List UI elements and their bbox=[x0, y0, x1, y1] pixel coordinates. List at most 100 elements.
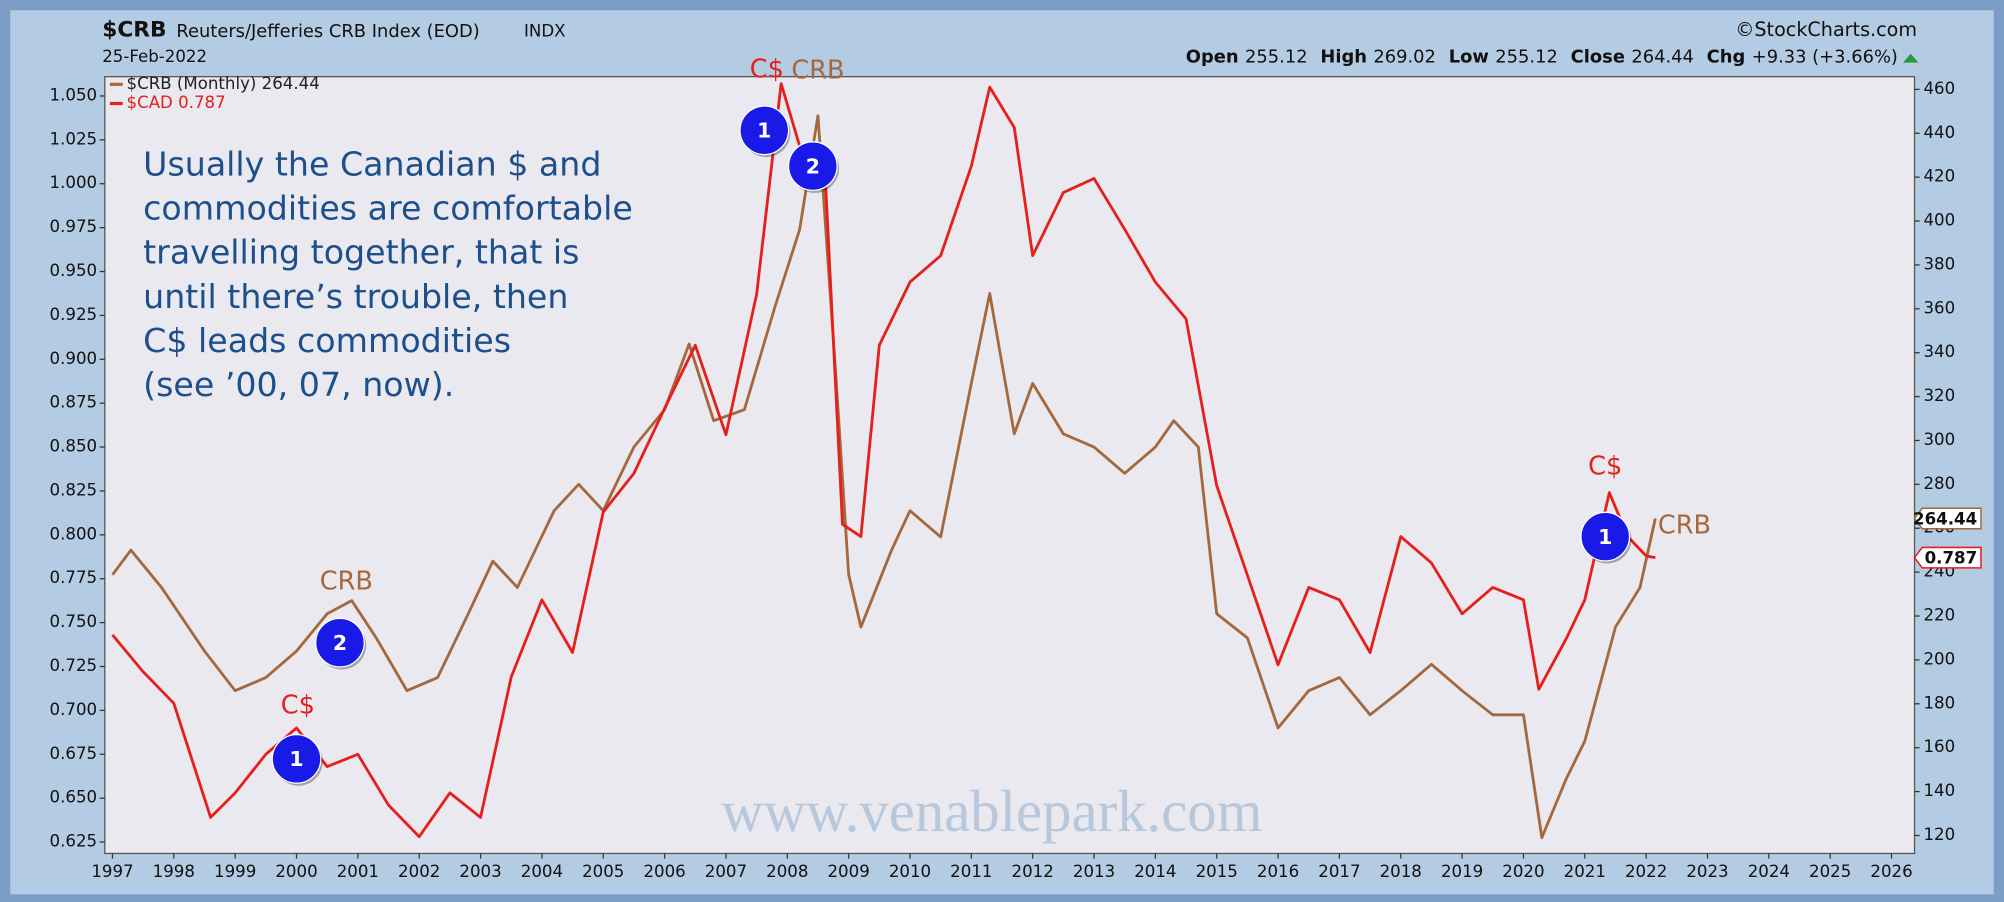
marker-label: 1 bbox=[757, 119, 771, 143]
series-line bbox=[111, 114, 1657, 840]
y2-tick-label: 380 bbox=[1923, 254, 1955, 273]
y-tick-label: 0.900 bbox=[50, 349, 98, 368]
y2-tick-label: 320 bbox=[1923, 386, 1955, 405]
y-tick-label: 0.850 bbox=[50, 437, 98, 456]
x-tick-label: 2009 bbox=[827, 862, 869, 881]
x-tick-label: 2005 bbox=[582, 862, 624, 881]
quote-label: Chg bbox=[1707, 46, 1746, 67]
y-tick-label: 0.725 bbox=[50, 656, 98, 675]
y2-tick-label: 220 bbox=[1923, 606, 1955, 625]
quote-value: +9.33 (+3.66%) bbox=[1752, 46, 1898, 67]
y-tick-label: 0.675 bbox=[50, 744, 98, 763]
annotation-label: CRB bbox=[1658, 510, 1711, 540]
date: 25-Feb-2022 bbox=[102, 47, 207, 66]
x-tick-label: 2010 bbox=[889, 862, 931, 881]
quote-label: Open bbox=[1186, 46, 1239, 67]
y-tick-label: 0.925 bbox=[50, 305, 98, 324]
x-tick-label: 2000 bbox=[275, 862, 317, 881]
note-line: C$ leads commodities bbox=[143, 321, 511, 360]
marker-label: 1 bbox=[1598, 525, 1612, 549]
y-tick-label: 1.050 bbox=[50, 85, 98, 104]
series-line bbox=[111, 82, 1656, 839]
x-tick-label: 2013 bbox=[1073, 862, 1115, 881]
x-tick-label: 2007 bbox=[705, 862, 747, 881]
value-box-label: 0.787 bbox=[1925, 548, 1978, 567]
legend-label: $CAD 0.787 bbox=[127, 93, 226, 112]
y-tick-label: 0.950 bbox=[50, 261, 98, 280]
note-line: commodities are comfortable bbox=[143, 189, 633, 228]
value-box-label: 264.44 bbox=[1913, 509, 1977, 528]
y2-tick-label: 400 bbox=[1923, 211, 1955, 230]
y2-tick-label: 460 bbox=[1923, 79, 1955, 98]
x-tick-label: 2015 bbox=[1196, 862, 1238, 881]
x-tick-label: 2025 bbox=[1809, 862, 1851, 881]
x-tick-label: 2017 bbox=[1318, 862, 1360, 881]
x-tick-label: 2012 bbox=[1012, 862, 1054, 881]
quote-value: 269.02 bbox=[1373, 46, 1436, 67]
x-tick-label: 2001 bbox=[337, 862, 379, 881]
x-tick-label: 2021 bbox=[1564, 862, 1606, 881]
y2-tick-label: 440 bbox=[1923, 123, 1955, 142]
x-tick-label: 2004 bbox=[521, 862, 563, 881]
x-tick-label: 2023 bbox=[1686, 862, 1728, 881]
x-tick-label: 1997 bbox=[91, 862, 133, 881]
note-line: until there’s trouble, then bbox=[143, 277, 568, 316]
value-box bbox=[1913, 546, 1982, 569]
y-tick-label: 0.700 bbox=[50, 700, 98, 719]
marker-label: 2 bbox=[806, 154, 820, 178]
x-tick-label: 2018 bbox=[1380, 862, 1422, 881]
y2-tick-label: 280 bbox=[1923, 474, 1955, 493]
annotation-label: CRB bbox=[791, 56, 844, 86]
quote-label: Low bbox=[1449, 46, 1489, 67]
y2-tick-label: 140 bbox=[1923, 781, 1955, 800]
x-tick-label: 2016 bbox=[1257, 862, 1299, 881]
x-tick-label: 1998 bbox=[153, 862, 195, 881]
source: ©StockCharts.com bbox=[1735, 18, 1917, 41]
x-tick-label: 2019 bbox=[1441, 862, 1483, 881]
x-tick-label: 2024 bbox=[1748, 862, 1790, 881]
y-tick-label: 1.000 bbox=[50, 173, 98, 192]
value-box bbox=[1913, 507, 1982, 530]
x-tick-label: 2020 bbox=[1502, 862, 1544, 881]
y2-tick-label: 120 bbox=[1923, 825, 1955, 844]
note-line: (see ’00, 07, now). bbox=[143, 365, 454, 404]
y2-tick-label: 360 bbox=[1923, 298, 1955, 317]
x-tick-label: 2011 bbox=[950, 862, 992, 881]
quote-value: 255.12 bbox=[1245, 46, 1308, 67]
y2-tick-label: 160 bbox=[1923, 737, 1955, 756]
change-arrow bbox=[1903, 53, 1919, 63]
marker-label: 1 bbox=[289, 747, 303, 771]
x-tick-label: 2014 bbox=[1134, 862, 1176, 881]
y-tick-label: 0.975 bbox=[50, 217, 98, 236]
annotation-label: C$ bbox=[1588, 452, 1622, 482]
annotation-label: C$ bbox=[750, 54, 784, 84]
index-name: Reuters/Jefferies CRB Index (EOD) bbox=[176, 21, 479, 42]
marker-circle bbox=[787, 141, 838, 192]
marker-circle bbox=[271, 733, 322, 784]
x-tick-label: 2002 bbox=[398, 862, 440, 881]
quote-value: 264.44 bbox=[1631, 46, 1694, 67]
y-tick-label: 0.875 bbox=[50, 393, 98, 412]
marker-circle bbox=[739, 105, 790, 156]
annotation-label: C$ bbox=[281, 691, 315, 721]
y2-tick-label: 300 bbox=[1923, 430, 1955, 449]
quote-label: High bbox=[1320, 46, 1367, 67]
legend-label: $CRB (Monthly) 264.44 bbox=[127, 74, 320, 93]
plot-area bbox=[104, 76, 1916, 855]
x-tick-label: 1999 bbox=[214, 862, 256, 881]
marker-circle bbox=[1580, 511, 1631, 562]
y-tick-label: 0.650 bbox=[50, 788, 98, 807]
y-tick-label: 0.750 bbox=[50, 612, 98, 631]
x-tick-label: 2022 bbox=[1625, 862, 1667, 881]
y2-tick-label: 340 bbox=[1923, 342, 1955, 361]
x-tick-label: 2003 bbox=[459, 862, 501, 881]
y2-tick-label: 200 bbox=[1923, 649, 1955, 668]
quote-label: Close bbox=[1571, 46, 1625, 67]
y-tick-label: 0.800 bbox=[50, 524, 98, 543]
y2-tick-label: 180 bbox=[1923, 693, 1955, 712]
marker-label: 2 bbox=[333, 631, 347, 655]
note-line: travelling together, that is bbox=[143, 233, 579, 272]
y-tick-label: 0.825 bbox=[50, 480, 98, 499]
symbol: $CRB bbox=[102, 18, 166, 43]
